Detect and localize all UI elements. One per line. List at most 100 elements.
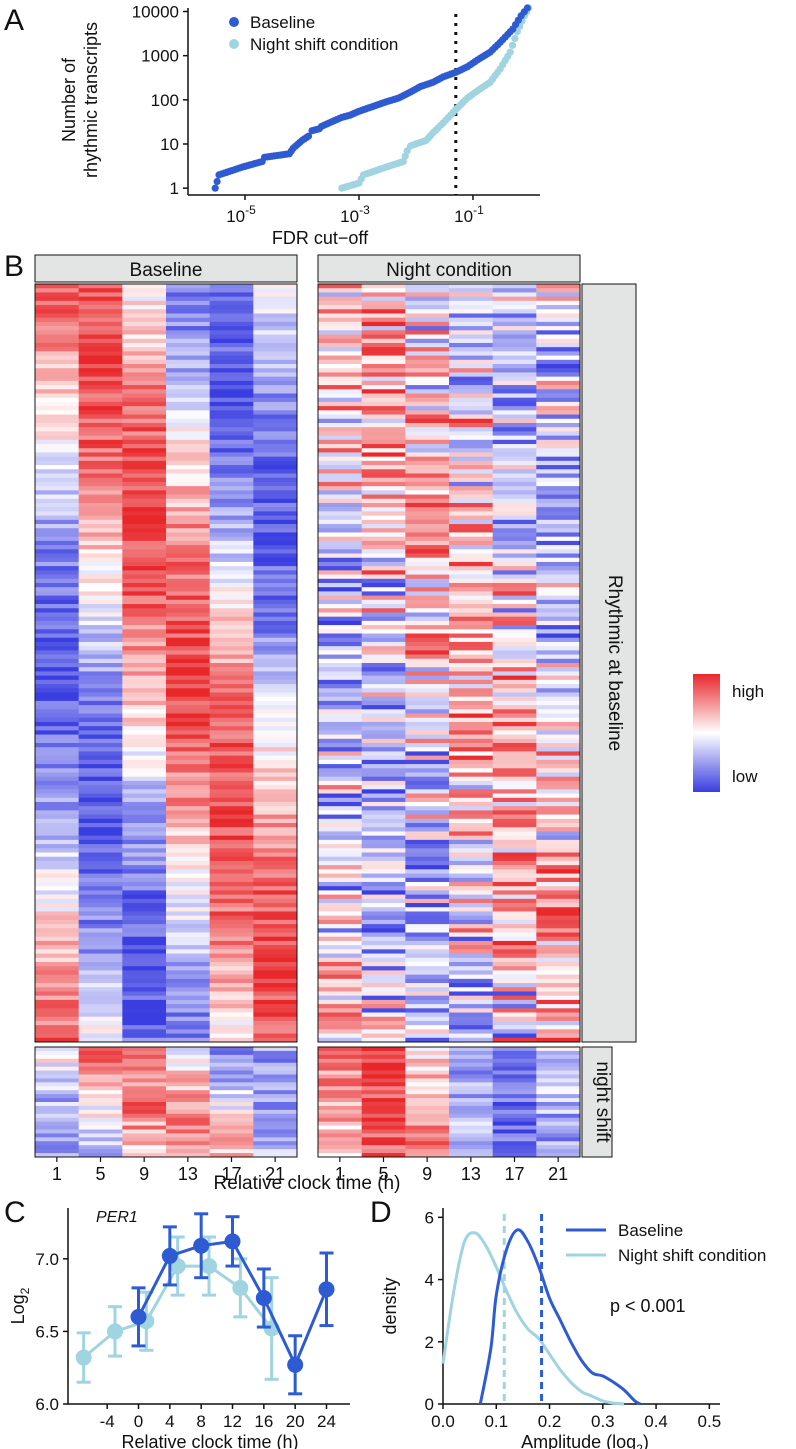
heatmap-cell	[122, 385, 167, 390]
heatmap-cell	[318, 881, 363, 887]
heatmap-cell	[78, 1113, 123, 1119]
heatmap-cell	[318, 406, 363, 411]
heatmap-cell	[166, 730, 211, 735]
heatmap-cell	[449, 385, 494, 390]
heatmap-cell	[209, 1149, 254, 1154]
heatmap-cell	[78, 557, 123, 563]
heatmap-cell	[166, 342, 211, 348]
heatmap-cell	[209, 435, 254, 441]
heatmap-cell	[361, 886, 406, 891]
heatmap-cell	[492, 582, 537, 588]
heatmap-cell	[122, 1121, 167, 1126]
heatmap-cell	[361, 949, 406, 954]
heatmap-cell	[361, 995, 406, 1001]
heatmap-cell	[405, 852, 450, 858]
heatmap-cell	[209, 776, 254, 782]
c-series-night	[75, 1235, 280, 1384]
heatmap-cell	[361, 869, 406, 874]
heatmap-cell	[166, 595, 211, 601]
heatmap-cell	[449, 957, 494, 963]
heatmap-cell	[492, 372, 537, 378]
heatmap-cell	[405, 713, 450, 719]
heatmap-cell	[209, 431, 254, 436]
heatmap-cell	[35, 549, 80, 554]
heatmap-cell	[318, 1153, 363, 1158]
heatmap-cell	[361, 625, 406, 630]
heatmap-cell	[449, 726, 494, 731]
heatmap-cell	[122, 519, 167, 525]
heatmap-cell	[536, 625, 581, 630]
d-xtick-label: 0.2	[538, 1412, 562, 1431]
heatmap-cell	[318, 397, 363, 403]
heatmap-cell	[492, 524, 537, 529]
heatmap-cell	[209, 292, 254, 298]
heatmap-cell	[78, 667, 123, 672]
heatmap-cell	[166, 688, 211, 693]
heatmap-cell	[492, 839, 537, 845]
heatmap-cell	[536, 1098, 581, 1103]
heatmap-cell	[536, 284, 581, 289]
heatmap-cell	[318, 288, 363, 293]
heatmap-cell	[209, 1141, 254, 1146]
strip-baseline	[34, 254, 298, 283]
b-xtick-label: 17	[221, 1164, 241, 1184]
a-ytick-label: 1000	[141, 47, 179, 66]
heatmap-cell	[536, 1029, 581, 1034]
heatmap-cell	[449, 650, 494, 655]
heatmap-cell	[122, 334, 167, 340]
heatmap-cell	[166, 385, 211, 390]
heatmap-cell	[318, 612, 363, 618]
heatmap-cell	[405, 932, 450, 938]
heatmap-cell	[536, 494, 581, 500]
heatmap-cell	[35, 625, 80, 630]
heatmap-cell	[253, 721, 298, 727]
heatmap-cell	[449, 700, 494, 706]
heatmap-cell	[318, 966, 363, 971]
heatmap-cell	[35, 422, 80, 428]
heatmap-cell	[122, 1141, 167, 1146]
heatmap-cell	[449, 806, 494, 811]
c-point	[224, 1233, 241, 1250]
heatmap-cell	[78, 764, 123, 769]
heatmap-cell	[209, 385, 254, 390]
heatmap-cell	[122, 848, 167, 853]
heatmap-cell	[361, 393, 406, 399]
heatmap-cell	[209, 465, 254, 470]
heatmap-cell	[253, 612, 298, 618]
heatmap-cell	[253, 284, 298, 289]
heatmap-cell	[122, 368, 167, 373]
heatmap-cell	[361, 385, 406, 390]
heatmap-cell	[122, 671, 167, 677]
heatmap-cell	[122, 936, 167, 942]
heatmap-cell	[449, 898, 494, 904]
heatmap-cell	[361, 999, 406, 1005]
heatmap-cell	[405, 364, 450, 369]
heatmap-cell	[209, 330, 254, 335]
heatmap-cell	[35, 801, 80, 807]
heatmap-cell	[166, 582, 211, 588]
heatmap-cell	[35, 364, 80, 369]
heatmap-cell	[35, 444, 80, 449]
heatmap-cell	[318, 1020, 363, 1026]
heatmap-cell	[35, 490, 80, 495]
heatmap-cell	[492, 768, 537, 773]
c-xtick-label: 0	[134, 1412, 143, 1431]
heatmap-cell	[122, 844, 167, 849]
heatmap-cell	[405, 334, 450, 340]
heatmap-cell	[536, 835, 581, 841]
heatmap-cell	[78, 385, 123, 390]
heatmap-cell	[449, 759, 494, 765]
heatmap-cell	[209, 881, 254, 887]
heatmap-cell	[166, 810, 211, 815]
heatmap-cell	[449, 688, 494, 693]
heatmap-cell	[361, 709, 406, 714]
heatmap-cell	[318, 907, 363, 912]
heatmap-cell	[253, 549, 298, 554]
heatmap-cell	[318, 591, 363, 597]
heatmap-cell	[35, 431, 80, 436]
heatmap-cell	[166, 456, 211, 462]
heatmap-cell	[536, 903, 581, 908]
heatmap-cell	[492, 393, 537, 399]
heatmap-cell	[122, 427, 167, 432]
heatmap-cell	[405, 709, 450, 714]
